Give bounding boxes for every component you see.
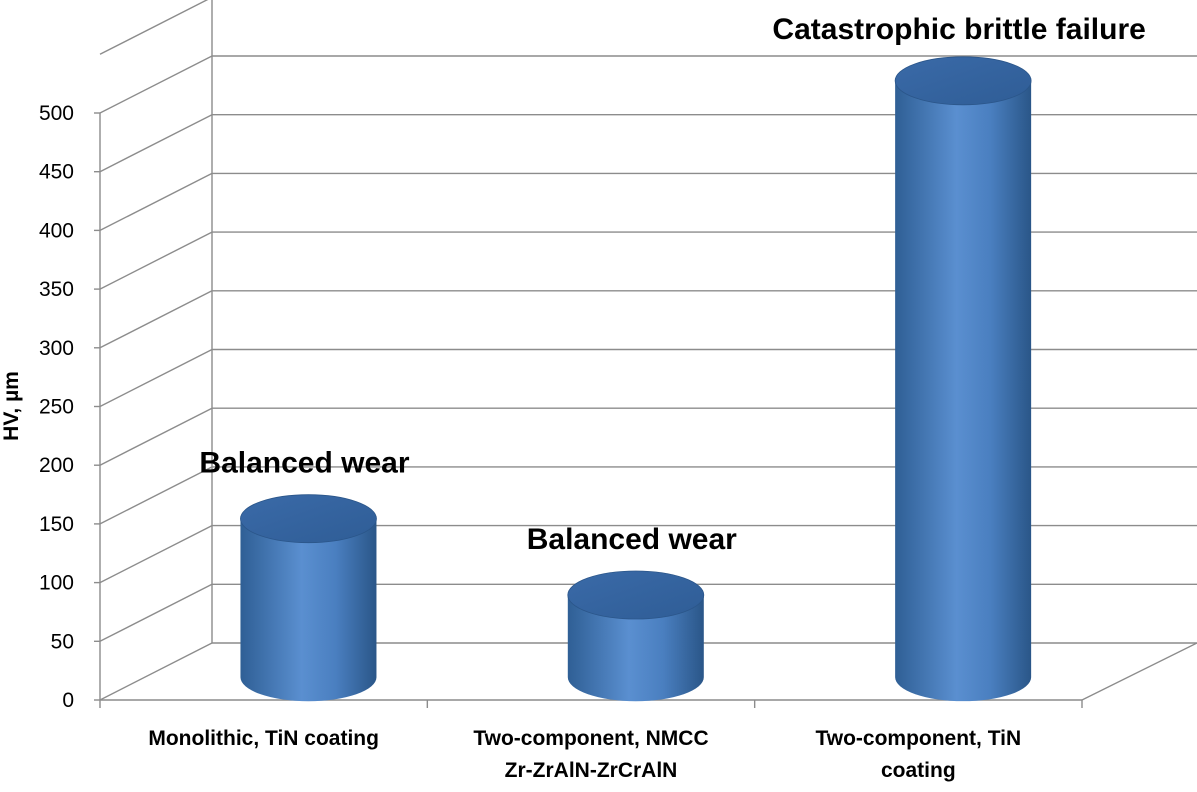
gridline-side-200	[99, 407, 213, 466]
y-tick-label-200: 200	[39, 454, 74, 477]
y-tick-label-400: 400	[39, 219, 74, 242]
y-tick-label-250: 250	[39, 396, 74, 419]
gridline-side-500	[99, 55, 213, 114]
bar-top-2	[894, 56, 1032, 106]
bar-body-0	[240, 518, 377, 702]
annotation-1: Balanced wear	[527, 523, 737, 556]
text-layer: 0 50 100 150 200 250 300 350 400 450 500 HV, µm Mono…	[0, 13, 1146, 782]
y-tick-label-0: 0	[62, 689, 74, 712]
bar-top-0	[240, 494, 377, 544]
y-tick-label-450: 450	[39, 161, 74, 184]
y-tick-label-150: 150	[39, 513, 74, 536]
gridline-side-400	[99, 172, 213, 232]
gridline-side-100	[99, 524, 213, 584]
annotation-2: Catastrophic brittle failure	[772, 13, 1145, 46]
floor-left-edge	[99, 642, 213, 701]
bar-2	[894, 56, 1032, 702]
gridline-side-top	[99, 0, 209, 55]
y-tick-label-100: 100	[39, 572, 74, 595]
floor-right-edge	[1081, 642, 1197, 701]
y-tick-label-300: 300	[39, 337, 74, 360]
bar-1	[567, 570, 705, 702]
gridline-side-450	[99, 114, 213, 173]
y-tick-label-50: 50	[51, 630, 74, 653]
y-tick-label-500: 500	[39, 102, 74, 125]
gridline-side-300	[99, 290, 213, 349]
x-category-label-1-1: Zr-ZrAlN-ZrCrAlN	[505, 759, 678, 782]
bar-layer	[240, 56, 1032, 702]
gridline-side-250	[99, 348, 213, 408]
bar-0	[240, 494, 377, 702]
bar-body-1	[567, 595, 704, 702]
gridline-side-50	[99, 583, 213, 642]
x-category-label-0-0: Monolithic, TiN coating	[148, 727, 379, 750]
grid-layer	[99, 0, 1197, 642]
x-category-label-1-0: Two-component, NMCC	[473, 727, 708, 750]
gridline-side-150	[99, 466, 213, 525]
x-category-label-2-0: Two-component, TiN	[815, 727, 1021, 750]
annotation-0: Balanced wear	[199, 447, 409, 480]
bar-body-2	[895, 80, 1032, 702]
y-axis-label: HV, µm	[0, 371, 23, 441]
gridline-side-350	[99, 231, 213, 290]
y-tick-label-350: 350	[39, 278, 74, 301]
x-category-label-2-1: coating	[881, 759, 956, 782]
bar-top-1	[567, 570, 705, 620]
